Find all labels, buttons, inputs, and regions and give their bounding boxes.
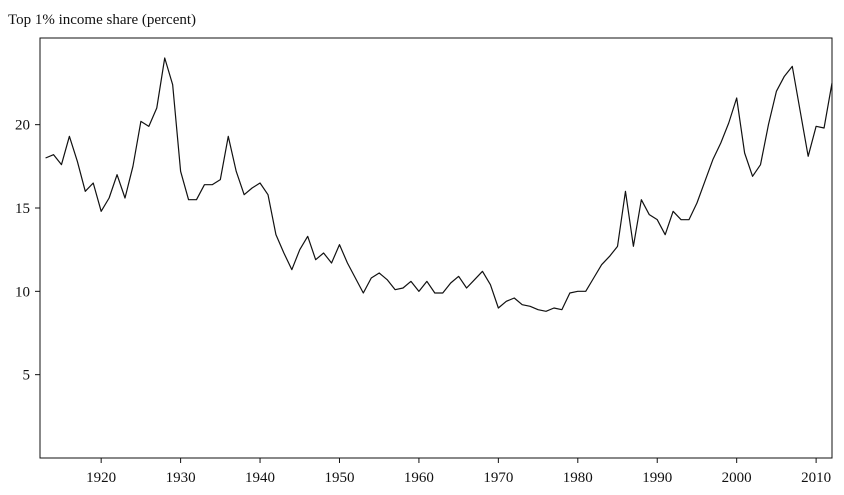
y-tick-label: 15 — [15, 201, 30, 217]
x-tick-label: 1970 — [483, 470, 513, 486]
plot-frame — [39, 37, 833, 459]
x-tick-label: 2010 — [801, 470, 831, 486]
chart-title: Top 1% income share (percent) — [8, 12, 196, 28]
x-tick-label: 2000 — [722, 470, 752, 486]
x-tick-label: 1980 — [563, 470, 593, 486]
data-line — [45, 57, 833, 312]
y-tick-label: 10 — [15, 284, 30, 300]
x-tick-label: 1950 — [324, 470, 354, 486]
y-tick-label: 5 — [23, 368, 31, 384]
x-tick-label: 1940 — [245, 470, 275, 486]
x-tick-label: 1990 — [642, 470, 672, 486]
x-tick-label: 1920 — [86, 470, 116, 486]
x-tick-label: 1960 — [404, 470, 434, 486]
x-tick-label: 1930 — [166, 470, 196, 486]
y-tick-label: 20 — [15, 118, 30, 134]
